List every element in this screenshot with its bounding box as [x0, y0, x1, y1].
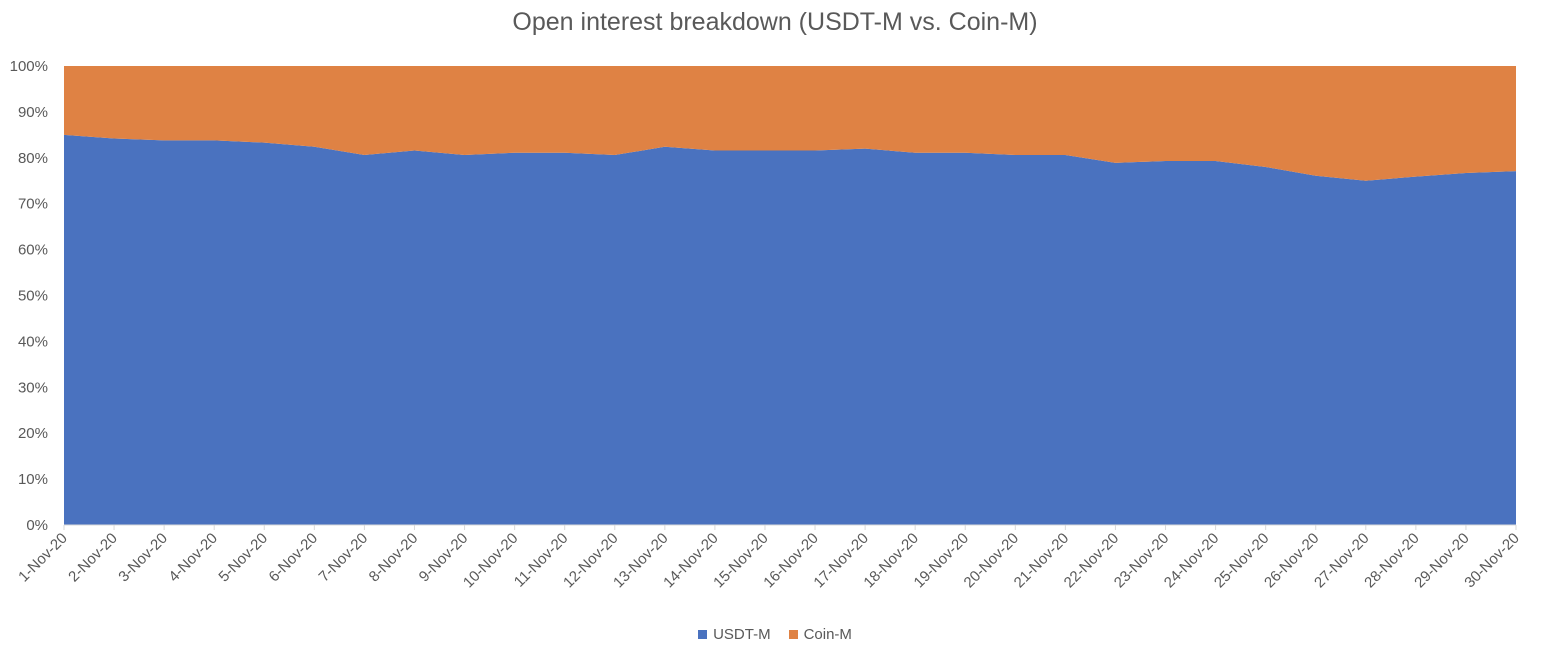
legend-label-usdt-m: USDT-M [713, 626, 771, 643]
x-tick-label: 30-Nov-20 [1461, 530, 1523, 592]
x-tick-label: 7-Nov-20 [316, 530, 372, 586]
y-tick-label: 30% [18, 379, 48, 396]
y-tick-label: 70% [18, 196, 48, 213]
y-tick-label: 90% [18, 104, 48, 121]
series-area-usdt-m [64, 134, 1516, 525]
y-tick-label: 50% [18, 288, 48, 305]
x-tick-label: 8-Nov-20 [366, 530, 422, 586]
y-tick-label: 100% [10, 58, 48, 75]
x-tick-label: 5-Nov-20 [215, 530, 271, 586]
legend-swatch-coin-m [788, 630, 798, 639]
x-tick-label: 4-Nov-20 [165, 530, 221, 586]
legend-swatch-usdt-m [698, 630, 708, 639]
y-tick-label: 80% [18, 150, 48, 167]
y-tick-label: 10% [18, 471, 48, 488]
x-tick-label: 6-Nov-20 [266, 530, 322, 586]
x-tick-label: 1-Nov-20 [15, 530, 71, 586]
chart-title: Open interest breakdown (USDT-M vs. Coin… [512, 8, 1038, 36]
series-area-coin-m [64, 66, 1516, 181]
y-tick-label: 20% [18, 425, 48, 442]
legend-item-usdt-m: USDT-M [698, 626, 771, 643]
x-tick-label: 2-Nov-20 [65, 530, 121, 586]
x-tick-label: 10-Nov-20 [460, 530, 522, 592]
y-tick-label: 60% [18, 242, 48, 259]
legend-item-coin-m: Coin-M [788, 626, 852, 643]
legend: USDT-M Coin-M [0, 626, 1550, 643]
x-tick-label: 3-Nov-20 [115, 530, 171, 586]
y-tick-label: 0% [26, 517, 48, 534]
series-layer [64, 66, 1516, 525]
legend-label-coin-m: Coin-M [803, 626, 852, 643]
y-tick-label: 40% [18, 333, 48, 350]
